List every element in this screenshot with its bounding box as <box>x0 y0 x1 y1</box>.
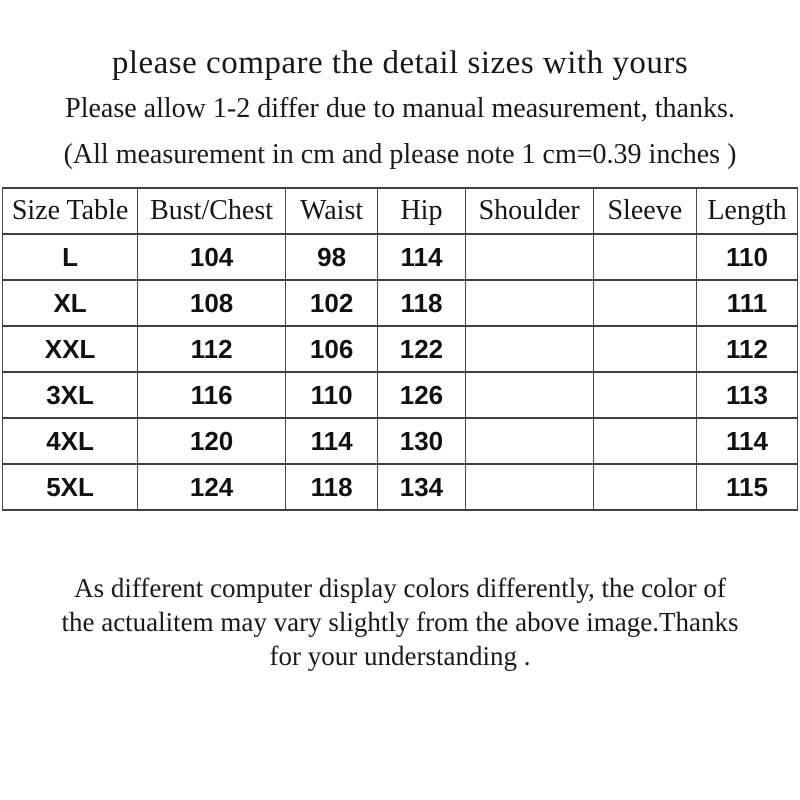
value-cell: 104 <box>137 233 286 281</box>
value-cell: 108 <box>137 279 286 327</box>
disclaimer-line: As different computer display colors dif… <box>74 573 726 603</box>
value-cell <box>464 325 594 373</box>
column-header-shoulder: Shoulder <box>464 187 594 235</box>
value-cell: 130 <box>377 417 466 465</box>
value-cell: 114 <box>377 233 466 281</box>
value-cell <box>592 325 697 373</box>
column-header-length: Length <box>695 187 799 235</box>
table-header-row: Size Table Bust/Chest Waist Hip Shoulder… <box>1 187 799 235</box>
size-cell: 4XL <box>1 417 139 465</box>
page-title: please compare the detail sizes with you… <box>111 45 689 81</box>
value-cell: 112 <box>137 325 286 373</box>
value-cell: 110 <box>695 233 799 281</box>
value-cell <box>464 279 594 327</box>
value-cell <box>464 233 594 281</box>
size-cell: XXL <box>1 325 139 373</box>
column-header-hip: Hip <box>377 187 466 235</box>
value-cell: 98 <box>284 233 379 281</box>
value-cell <box>464 417 594 465</box>
size-cell: XL <box>1 279 139 327</box>
size-cell: L <box>1 233 139 281</box>
value-cell: 126 <box>377 371 466 419</box>
value-cell: 112 <box>695 325 799 373</box>
disclaimer-line: for your understanding . <box>269 641 531 671</box>
color-disclaimer: As different computer display colors dif… <box>0 571 800 673</box>
value-cell: 111 <box>695 279 799 327</box>
value-cell <box>464 371 594 419</box>
value-cell <box>592 463 697 511</box>
value-cell <box>592 279 697 327</box>
value-cell: 114 <box>284 417 379 465</box>
value-cell: 120 <box>137 417 286 465</box>
value-cell: 106 <box>284 325 379 373</box>
value-cell: 102 <box>284 279 379 327</box>
value-cell: 114 <box>695 417 799 465</box>
table-row: 3XL 116 110 126 113 <box>1 371 799 419</box>
value-cell: 110 <box>284 371 379 419</box>
value-cell <box>592 233 697 281</box>
column-header-sleeve: Sleeve <box>592 187 697 235</box>
table-row: XL 108 102 118 111 <box>1 279 799 327</box>
value-cell <box>464 463 594 511</box>
value-cell: 116 <box>137 371 286 419</box>
value-cell: 134 <box>377 463 466 511</box>
size-cell: 5XL <box>1 463 139 511</box>
value-cell: 118 <box>377 279 466 327</box>
table-row: 4XL 120 114 130 114 <box>1 417 799 465</box>
value-cell: 113 <box>695 371 799 419</box>
tolerance-note: Please allow 1-2 differ due to manual me… <box>65 93 735 124</box>
size-table: Size Table Bust/Chest Waist Hip Shoulder… <box>1 187 799 511</box>
unit-conversion-note: (All measurement in cm and please note 1… <box>63 139 737 170</box>
value-cell <box>592 371 697 419</box>
size-cell: 3XL <box>1 371 139 419</box>
column-header-waist: Waist <box>284 187 379 235</box>
value-cell: 124 <box>137 463 286 511</box>
column-header-bust: Bust/Chest <box>137 187 286 235</box>
table-row: 5XL 124 118 134 115 <box>1 463 799 511</box>
column-header-size: Size Table <box>1 187 139 235</box>
table-row: XXL 112 106 122 112 <box>1 325 799 373</box>
table-row: L 104 98 114 110 <box>1 233 799 281</box>
value-cell: 118 <box>284 463 379 511</box>
value-cell <box>592 417 697 465</box>
disclaimer-line: the actualitem may vary slightly from th… <box>61 607 739 637</box>
value-cell: 115 <box>695 463 799 511</box>
value-cell: 122 <box>377 325 466 373</box>
